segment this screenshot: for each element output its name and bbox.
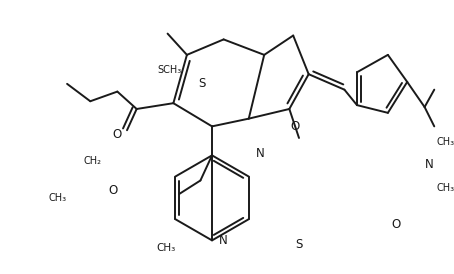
Text: N: N [425,158,434,170]
Text: O: O [291,120,300,133]
Text: CH₃: CH₃ [437,137,454,147]
Text: S: S [199,77,206,90]
Text: CH₃: CH₃ [49,193,66,203]
Text: CH₃: CH₃ [156,243,175,253]
Text: O: O [109,184,118,197]
Text: SCH₃: SCH₃ [158,65,182,75]
Text: O: O [391,218,400,232]
Text: N: N [219,234,228,247]
Text: CH₂: CH₂ [83,156,101,166]
Text: O: O [113,128,122,141]
Text: N: N [256,147,265,160]
Text: CH₃: CH₃ [437,183,454,193]
Text: S: S [295,238,303,251]
